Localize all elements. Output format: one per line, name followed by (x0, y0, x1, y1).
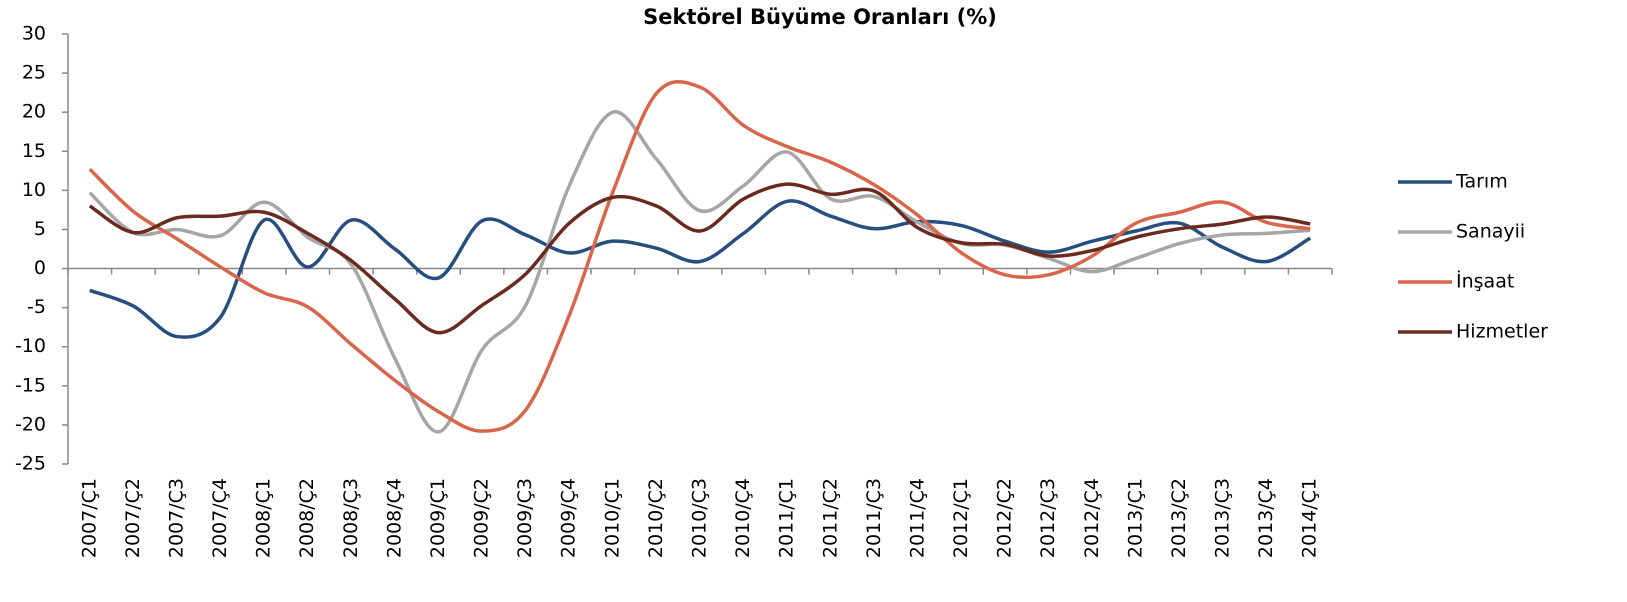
x-tick-label: 2012/Ç2 (994, 478, 1016, 558)
legend-label: Tarım (1455, 171, 1508, 193)
x-tick-label: 2012/Ç1 (950, 478, 972, 558)
legend-label: Hizmetler (1456, 321, 1548, 343)
series-line (89, 199, 1312, 339)
y-tick-label: 15 (22, 140, 46, 162)
x-tick-label: 2007/Ç1 (78, 478, 100, 558)
series-line (88, 110, 1311, 434)
x-tick-label: 2007/Ç2 (122, 478, 144, 558)
x-tick-label: 2012/Ç3 (1037, 478, 1059, 558)
x-tick-label: 2010/Ç3 (689, 478, 711, 558)
y-tick-label: -20 (15, 413, 46, 435)
y-tick-label: 5 (34, 218, 46, 240)
x-tick-label: 2013/Ç3 (1212, 478, 1234, 558)
x-tick-label: 2012/Ç4 (1081, 478, 1103, 558)
x-tick-label: 2011/Ç2 (819, 478, 841, 558)
x-tick-label: 2008/Ç1 (253, 478, 275, 558)
y-tick-label: 20 (22, 101, 46, 123)
series-line (88, 79, 1311, 433)
x-tick-label: 2011/Ç4 (906, 478, 928, 558)
x-tick-label: 2011/Ç3 (863, 478, 885, 558)
x-tick-label: 2014/Ç1 (1299, 478, 1321, 558)
x-tick-label: 2009/Ç4 (558, 478, 580, 558)
y-tick-label: -15 (15, 374, 46, 396)
x-tick-label: 2013/Ç4 (1255, 478, 1277, 558)
y-tick-label: -25 (15, 453, 46, 475)
y-tick-label: 0 (34, 257, 46, 279)
x-tick-label: 2011/Ç1 (776, 478, 798, 558)
y-tick-label: -10 (15, 335, 46, 357)
x-tick-label: 2008/Ç3 (340, 478, 362, 558)
x-tick-label: 2010/Ç1 (601, 478, 623, 558)
chart-title: Sektörel Büyüme Oranları (%) (643, 5, 997, 29)
x-tick-label: 2009/Ç3 (514, 478, 536, 558)
y-tick-label: -5 (27, 296, 46, 318)
x-tick-label: 2008/Ç2 (296, 478, 318, 558)
x-tick-label: 2010/Ç4 (732, 478, 754, 558)
x-tick-label: 2013/Ç1 (1124, 478, 1146, 558)
x-tick-label: 2013/Ç2 (1168, 478, 1190, 558)
x-tick-label: 2009/Ç2 (471, 478, 493, 558)
series-line (88, 182, 1311, 335)
x-tick-label: 2007/Ç4 (209, 478, 231, 558)
y-tick-label: 25 (22, 62, 46, 84)
y-tick-label: 30 (22, 23, 46, 45)
x-tick-label: 2007/Ç3 (165, 478, 187, 558)
x-tick-label: 2010/Ç2 (645, 478, 667, 558)
legend-label: İnşaat (1456, 270, 1514, 293)
x-tick-label: 2009/Ç1 (427, 478, 449, 558)
legend-label: Sanayii (1456, 221, 1525, 243)
x-tick-label: 2008/Ç4 (383, 478, 405, 558)
y-tick-label: 10 (22, 179, 46, 201)
